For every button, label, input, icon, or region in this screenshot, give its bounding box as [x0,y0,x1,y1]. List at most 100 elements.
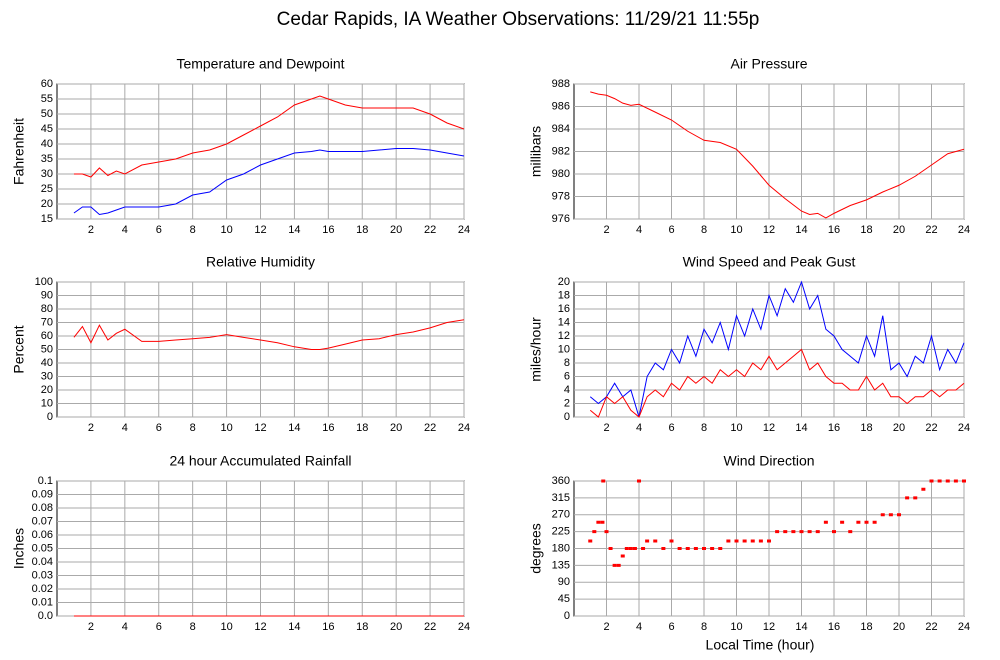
x-tick-label: 24 [958,422,970,434]
y-tick-label: 0.07 [32,515,53,527]
x-tick-label: 22 [925,621,937,633]
y-tick-label: 2 [564,397,570,409]
y-tick-label: 0 [564,411,570,423]
chart-title: Wind Speed and Peak Gust [683,254,856,270]
x-tick-label: 2 [603,621,609,633]
x-tick-label: 20 [390,422,402,434]
data-line [73,148,465,216]
data-point [897,513,901,517]
data-point [750,539,755,543]
y-tick-label: 0.03 [32,569,53,581]
x-tick-label: 18 [356,621,368,633]
y-axis-label: Fahrenheit [11,118,27,185]
y-tick-label: 360 [552,475,570,487]
data-point [953,479,958,483]
x-tick-label: 22 [925,224,937,236]
x-tick-label: 14 [288,422,300,434]
y-axis-label: degrees [528,523,544,574]
data-point [823,520,828,524]
y-tick-label: 25 [41,183,53,195]
y-tick-label: 12 [558,330,570,342]
y-tick-label: 988 [552,78,570,90]
data-point [840,520,845,524]
x-axis-label: Local Time (hour) [706,637,815,653]
x-tick-label: 16 [828,422,840,434]
x-tick-label: 10 [220,621,232,633]
x-tick-label: 8 [701,621,707,633]
x-tick-label: 12 [763,224,775,236]
y-tick-label: 15 [41,213,53,225]
y-tick-label: 0 [47,411,53,423]
y-tick-label: 0.02 [32,583,53,595]
x-tick-label: 12 [763,621,775,633]
data-point [734,539,739,543]
y-tick-label: 10 [41,397,53,409]
data-point [856,520,861,524]
x-tick-label: 14 [795,422,807,434]
y-tick-label: 986 [552,100,570,112]
x-tick-label: 4 [122,621,128,633]
x-tick-label: 14 [288,224,300,236]
data-point [710,547,715,550]
x-tick-label: 6 [156,224,162,236]
data-point [592,530,597,534]
data-point [872,520,877,524]
y-tick-label: 20 [41,198,53,210]
x-tick-label: 12 [763,422,775,434]
chart-title: Temperature and Dewpoint [176,56,344,72]
data-point [742,539,747,543]
data-point [905,496,910,500]
data-point [718,547,723,550]
data-point [758,539,763,543]
data-point [775,530,780,534]
data-point [921,487,926,491]
y-tick-label: 80 [41,303,53,315]
data-point [677,547,682,550]
x-tick-label: 8 [190,621,196,633]
y-tick-label: 4 [564,384,570,396]
y-tick-label: 20 [41,384,53,396]
chart-title: Relative Humidity [206,254,315,270]
y-tick-label: 984 [552,123,570,135]
x-tick-label: 20 [893,621,905,633]
y-tick-label: 14 [558,316,570,328]
x-tick-label: 8 [701,224,707,236]
x-tick-label: 12 [254,422,266,434]
chart-title: 24 hour Accumulated Rainfall [169,453,351,469]
x-tick-label: 18 [860,422,872,434]
x-tick-label: 22 [424,422,436,434]
y-tick-label: 6 [564,370,570,382]
y-tick-label: 30 [41,168,53,180]
data-point [632,547,637,550]
y-tick-label: 980 [552,168,570,180]
x-tick-label: 6 [156,621,162,633]
data-point [669,539,674,543]
data-point [848,530,853,534]
x-tick-label: 2 [88,422,94,434]
y-axis-label: millibars [528,126,544,177]
y-tick-label: 180 [552,542,570,554]
y-tick-label: 55 [41,93,53,105]
x-tick-label: 12 [254,621,266,633]
y-tick-label: 30 [41,370,53,382]
data-point [880,513,885,517]
y-tick-label: 90 [558,576,570,588]
y-tick-label: 40 [41,357,53,369]
data-point [641,547,646,550]
data-point [726,539,731,543]
data-point [624,547,629,550]
data-point [601,479,606,483]
y-tick-label: 982 [552,145,570,157]
y-tick-label: 0.05 [32,542,53,554]
data-point [888,513,893,517]
x-tick-label: 20 [893,224,905,236]
data-point [604,530,609,534]
data-point [620,554,625,558]
data-point [807,530,812,534]
data-point [588,539,593,543]
data-line [73,95,465,178]
y-tick-label: 18 [558,289,570,301]
x-tick-label: 4 [636,224,642,236]
x-tick-label: 8 [701,422,707,434]
y-tick-label: 0.1 [38,475,53,487]
